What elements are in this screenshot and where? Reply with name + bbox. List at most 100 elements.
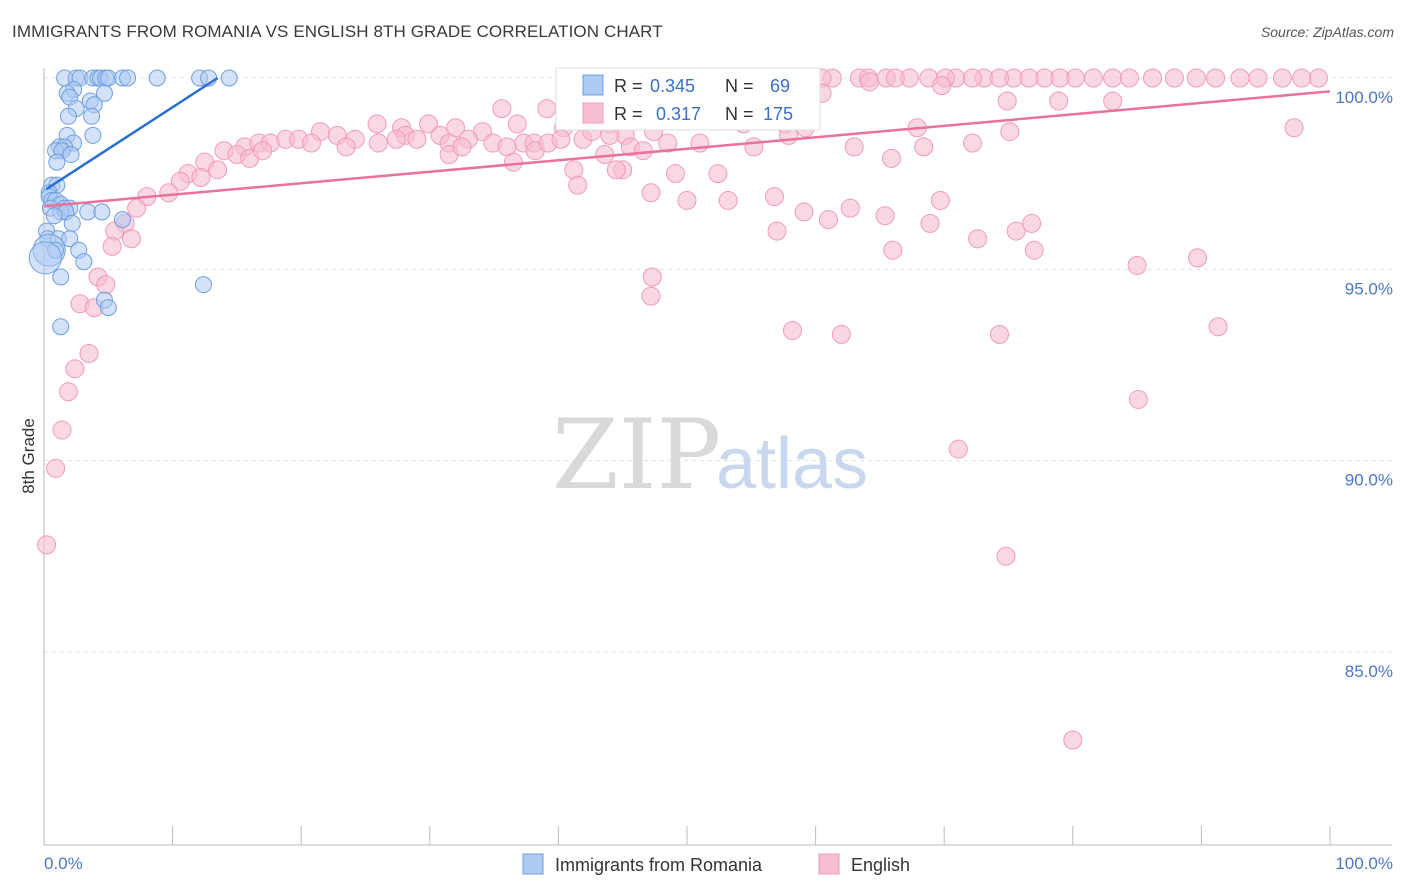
english-point (1292, 68, 1312, 88)
english-point (191, 167, 211, 187)
legend-swatch-romania (522, 853, 544, 875)
english-point (52, 420, 72, 440)
romania-point (93, 203, 111, 221)
english-point (1127, 256, 1147, 276)
english-point (1049, 91, 1069, 111)
stats-n-value-english: 175 (763, 104, 793, 124)
english-point (253, 141, 273, 161)
english-point (102, 236, 122, 256)
x-tick-marks (43, 826, 1331, 845)
romania-point (99, 69, 117, 87)
legend-swatch-english (818, 853, 840, 875)
english-point (96, 275, 116, 295)
english-point (930, 190, 950, 210)
english-point (127, 198, 147, 218)
english-point (840, 198, 860, 218)
english-point (1024, 240, 1044, 260)
english-point (551, 129, 571, 149)
english-point (1206, 68, 1226, 88)
source-label: Source: ZipAtlas.com (1260, 24, 1394, 40)
romania-point (79, 203, 97, 221)
english-point (1063, 730, 1083, 750)
english-trend-line (43, 90, 1331, 208)
english-point (386, 129, 406, 149)
english-point (1164, 68, 1184, 88)
english-point (718, 190, 738, 210)
english-point (844, 137, 864, 157)
english-point (58, 382, 78, 402)
english-point (932, 76, 952, 96)
english-point (301, 133, 321, 153)
english-point (658, 133, 678, 153)
english-point (996, 546, 1016, 566)
english-point (1272, 68, 1292, 88)
english-point (885, 68, 905, 88)
x-tick-label-max: 100.0% (1335, 854, 1393, 873)
romania-trend-line (45, 76, 219, 191)
stats-n-value-romania: 69 (770, 76, 790, 96)
stats-box: R = 0.345 N = 69 R = 0.317 N = 175 (555, 67, 821, 131)
stats-r-label-english: R = (614, 104, 643, 124)
english-point (881, 148, 901, 168)
english-point (568, 175, 588, 195)
english-point (767, 221, 787, 241)
trend-lines (43, 76, 1331, 208)
english-point (818, 210, 838, 230)
english-point (968, 229, 988, 249)
english-point (914, 137, 934, 157)
english-point (368, 133, 388, 153)
romania-point (84, 126, 102, 144)
romania-point (99, 299, 117, 317)
english-point (708, 164, 728, 184)
english-point (1188, 248, 1208, 268)
english-point (419, 114, 439, 134)
english-point (79, 344, 99, 364)
english-point (170, 171, 190, 191)
english-point (831, 324, 851, 344)
english-point (860, 72, 880, 92)
grid-lines (44, 77, 1392, 653)
y-axis-label: 8th Grade (19, 418, 38, 494)
english-point (1248, 68, 1268, 88)
english-point (875, 206, 895, 226)
english-point (948, 439, 968, 459)
english-point (65, 359, 85, 379)
romania-point (61, 230, 79, 248)
y-tick-labels: 85.0% 90.0% 95.0% 100.0% (1335, 88, 1393, 681)
romania-point (220, 69, 238, 87)
english-point (1022, 213, 1042, 233)
english-point (452, 137, 472, 157)
legend: Immigrants from Romania English (522, 853, 910, 875)
english-point (1230, 68, 1250, 88)
english-point (665, 164, 685, 184)
romania-points (28, 69, 238, 336)
english-point (1208, 317, 1228, 337)
watermark-zip: ZIP (552, 399, 721, 511)
english-point (1128, 389, 1148, 409)
english-point (1119, 68, 1139, 88)
romania-point (95, 84, 113, 102)
english-point (920, 213, 940, 233)
romania-point (148, 69, 166, 87)
english-point (503, 152, 523, 172)
watermark-atlas: atlas (716, 424, 868, 504)
chart-title: IMMIGRANTS FROM ROMANIA VS ENGLISH 8TH G… (12, 22, 663, 41)
romania-point (52, 318, 70, 336)
english-point (1143, 68, 1163, 88)
romania-point (63, 214, 81, 232)
english-point (1019, 68, 1039, 88)
english-point (159, 183, 179, 203)
english-point (642, 267, 662, 287)
english-point (794, 202, 814, 222)
romania-point (113, 211, 131, 229)
english-point (1050, 68, 1070, 88)
english-point (1000, 122, 1020, 142)
romania-point (59, 107, 77, 125)
english-point (641, 183, 661, 203)
romania-point (28, 241, 62, 275)
english-point (677, 190, 697, 210)
english-point (989, 68, 1009, 88)
english-point (208, 160, 228, 180)
stats-r-value-english: 0.317 (656, 104, 701, 124)
